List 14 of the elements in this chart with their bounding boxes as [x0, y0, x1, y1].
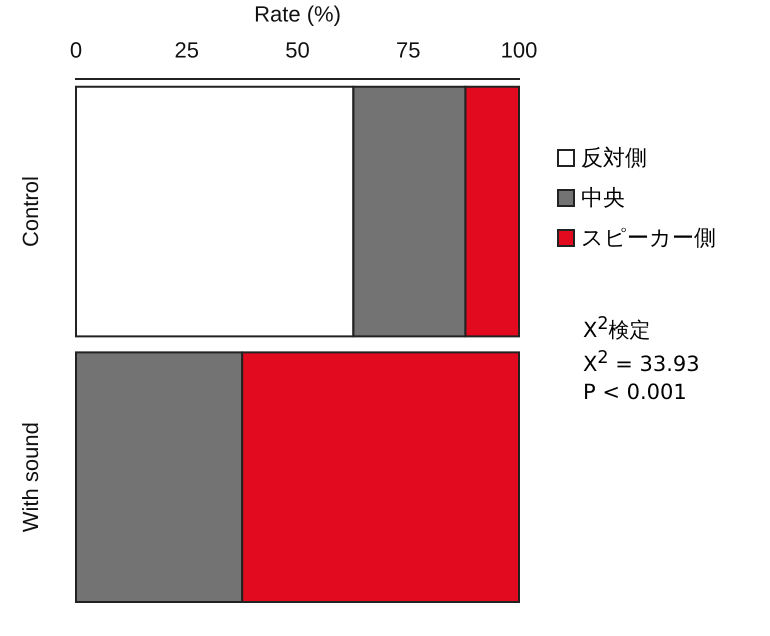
text: X$^{2}$ = 33.93	[583, 347, 700, 378]
legend-label: 反対側	[581, 145, 647, 173]
x-tick-label: 75	[396, 38, 420, 63]
text: スピーカー側	[581, 225, 716, 253]
x-tick-label: 100	[500, 38, 538, 63]
y-tick-label: Control	[18, 176, 44, 248]
legend-label: 中央	[581, 185, 625, 213]
x-axis-title: Rate (%)	[254, 1, 341, 26]
y-tick-label: With sound	[18, 422, 44, 532]
x-tick-label: 25	[174, 38, 199, 63]
text: P < 0.001	[583, 379, 688, 406]
x-tick-label: 50	[285, 38, 310, 63]
x-tick-label: 0	[70, 38, 82, 63]
text: X$^{2}$検定	[583, 313, 652, 344]
